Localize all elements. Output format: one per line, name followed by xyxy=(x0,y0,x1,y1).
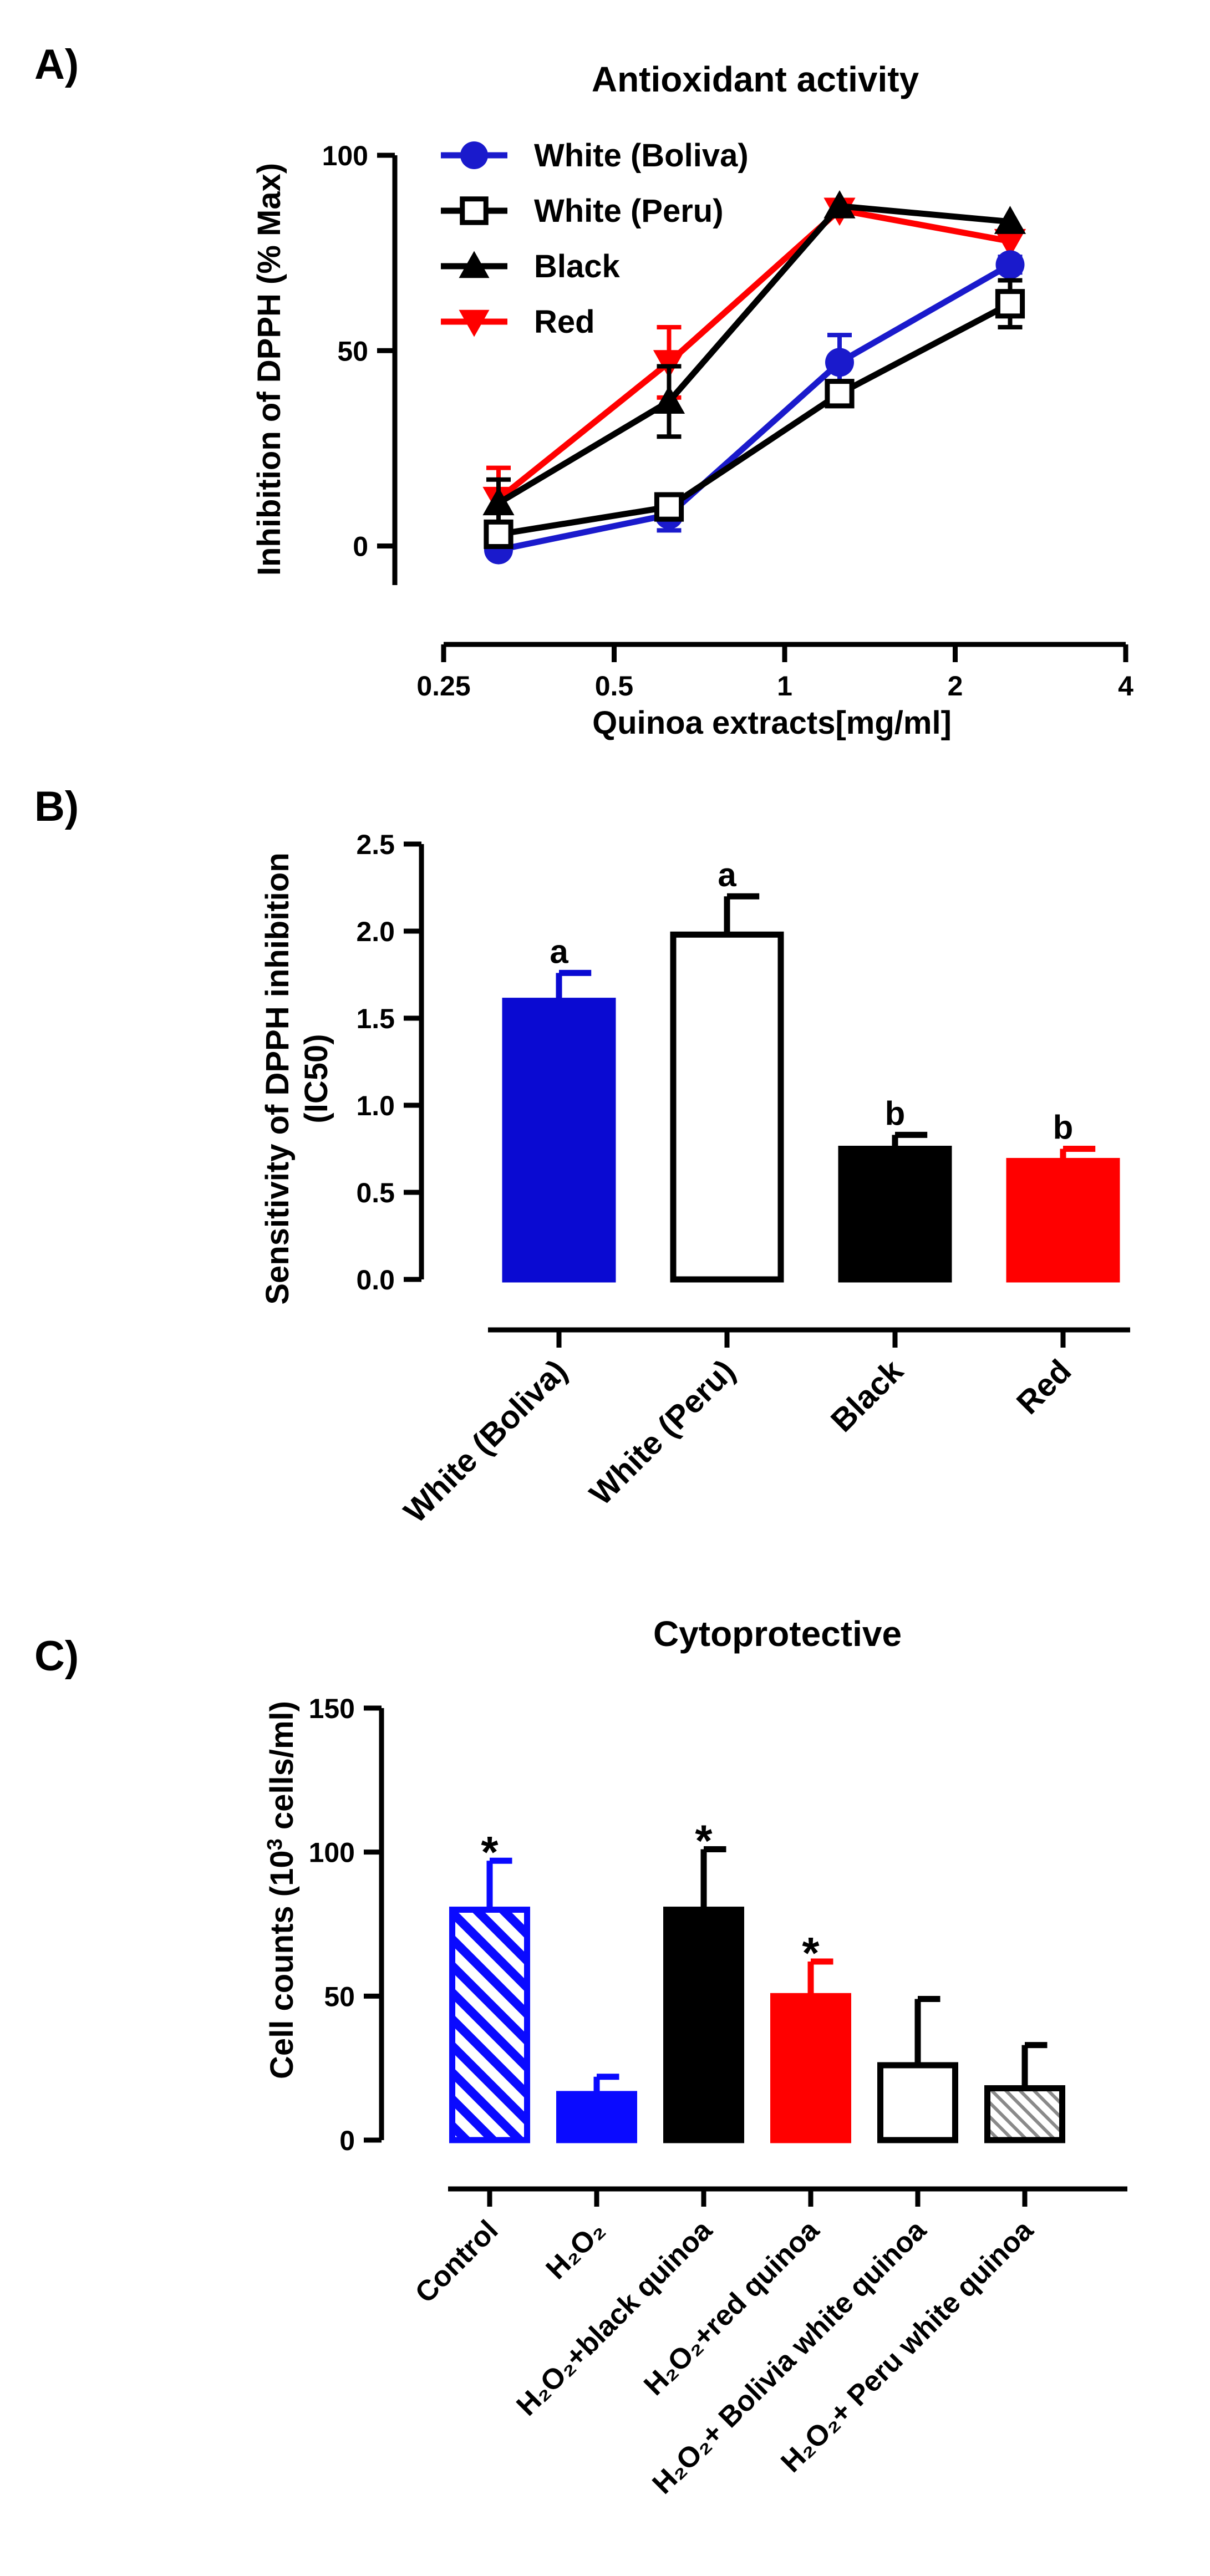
panel-a-data-point xyxy=(995,289,1025,319)
panel-c-category-label: Control xyxy=(409,2214,505,2309)
panel-b-category-label: White (Boliva) xyxy=(397,1353,574,1530)
panel-c-y-tick-label: 50 xyxy=(324,1981,355,2012)
panel-b-significance-label: a xyxy=(550,933,568,970)
panel-c-y-tick-label: 100 xyxy=(309,1837,355,1868)
panel-b-y-tick-label: 2.0 xyxy=(356,916,395,947)
panel-b-category-label: Red xyxy=(1010,1353,1078,1421)
panel-a-legend-marker xyxy=(460,141,488,169)
panel-b-significance-label: b xyxy=(885,1095,906,1132)
panel-a-x-axis-label: Quinoa extracts[mg/ml] xyxy=(592,705,952,741)
panel-a-data-point xyxy=(825,348,854,377)
panel-c-category-label: H₂O₂+red quinoa xyxy=(638,2214,826,2402)
panel-a-legend-marker xyxy=(460,196,489,225)
panel-c-bar xyxy=(556,2091,637,2143)
panel-c-significance-label: * xyxy=(695,1816,713,1865)
panel-a-x-tick-label: 2 xyxy=(948,670,963,702)
panel-c-significance-label: * xyxy=(802,1928,820,1978)
panel-a-data-point xyxy=(482,487,515,516)
panel-a-data-point xyxy=(825,379,855,409)
panel-b-label: B) xyxy=(34,783,79,830)
panel-b-bar-chart: B) Sensitivity of DPPH inhibition (IC50)… xyxy=(34,783,1130,1530)
panel-b-y-axis-label-line2: (IC50) xyxy=(298,1034,334,1123)
panel-a-data-point xyxy=(994,228,1026,257)
panel-c-y-tick-label: 150 xyxy=(309,1693,355,1724)
panel-a-x-tick-label: 0.25 xyxy=(416,670,470,702)
panel-a-legend-marker xyxy=(459,309,490,337)
panel-c-y-axis-label: Cell counts (103 cells/ml) xyxy=(263,1701,300,2079)
panel-b-y-tick-label: 1.5 xyxy=(356,1003,395,1034)
panel-c-title: Cytoprotective xyxy=(653,1614,902,1654)
panel-b-significance-label: b xyxy=(1053,1109,1074,1146)
panel-b-bar xyxy=(1006,1157,1120,1283)
panel-a-label: A) xyxy=(34,41,79,88)
panel-a-data-point xyxy=(995,250,1025,280)
panel-a-series-line xyxy=(497,262,1012,553)
panel-a-legend-label: White (Peru) xyxy=(534,193,724,229)
panel-b-y-tick-label: 2.5 xyxy=(356,829,395,860)
panel-b-y-tick-label: 0.5 xyxy=(356,1177,395,1208)
panel-b-category-label: White (Peru) xyxy=(583,1353,742,1512)
panel-a-series-line xyxy=(498,301,1012,537)
panel-a-data-point xyxy=(994,206,1026,234)
panel-a-y-tick-label: 100 xyxy=(322,140,368,171)
panel-a-data-point xyxy=(484,519,514,550)
panel-c-significance-label: * xyxy=(481,1827,499,1877)
panel-a-legend-label: White (Boliva) xyxy=(534,138,749,174)
panel-b-bar xyxy=(670,931,784,1283)
panel-b-significance-label: a xyxy=(718,856,736,893)
panel-a-x-tick-label: 4 xyxy=(1118,670,1133,702)
panel-c-bar-chart: C) Cytoprotective Cell counts (103 cells… xyxy=(34,1614,1127,2500)
panel-c-bar xyxy=(663,1907,744,2143)
panel-c-category-label: H₂O₂ xyxy=(540,2214,612,2285)
panel-a-x-tick-label: 0.5 xyxy=(595,670,634,702)
panel-a-legend-marker xyxy=(459,251,490,278)
panel-a-y-tick-label: 0 xyxy=(353,531,368,562)
panel-a-data-point xyxy=(653,385,685,414)
panel-a-y-axis-label: Inhibition of DPPH (% Max) xyxy=(251,163,287,576)
panel-b-y-tick-label: 1.0 xyxy=(356,1090,395,1121)
panel-c-y-tick-label: 0 xyxy=(339,2125,355,2156)
panel-c-bar xyxy=(984,2085,1065,2143)
panel-a-line-chart: A) Antioxidant activity Quinoa extracts[… xyxy=(34,41,1133,741)
panel-a-title: Antioxidant activity xyxy=(592,59,919,99)
panel-c-label: C) xyxy=(34,1633,79,1680)
panel-a-data-point xyxy=(654,492,684,522)
panel-a-legend-label: Red xyxy=(534,304,595,340)
panel-a-legend-label: Black xyxy=(534,248,621,284)
panel-c-category-label: H₂O₂+black quinoa xyxy=(510,2214,719,2422)
panel-c-bar xyxy=(770,1993,851,2143)
panel-c-bar xyxy=(877,2062,958,2143)
panel-b-category-label: Black xyxy=(824,1353,911,1439)
panel-a-x-tick-label: 1 xyxy=(777,670,792,702)
panel-b-bar xyxy=(838,1146,952,1283)
panel-b-y-tick-label: 0.0 xyxy=(356,1264,395,1295)
panel-a-series-line xyxy=(496,207,1011,502)
panel-a-y-tick-label: 50 xyxy=(337,336,368,367)
panel-b-y-axis-label-line1: Sensitivity of DPPH inhibition xyxy=(260,852,296,1304)
panel-b-bar xyxy=(502,998,616,1283)
panel-a-series-line xyxy=(497,203,1010,506)
panel-c-bar xyxy=(449,1907,530,2143)
panel-a-data-point xyxy=(823,190,856,219)
